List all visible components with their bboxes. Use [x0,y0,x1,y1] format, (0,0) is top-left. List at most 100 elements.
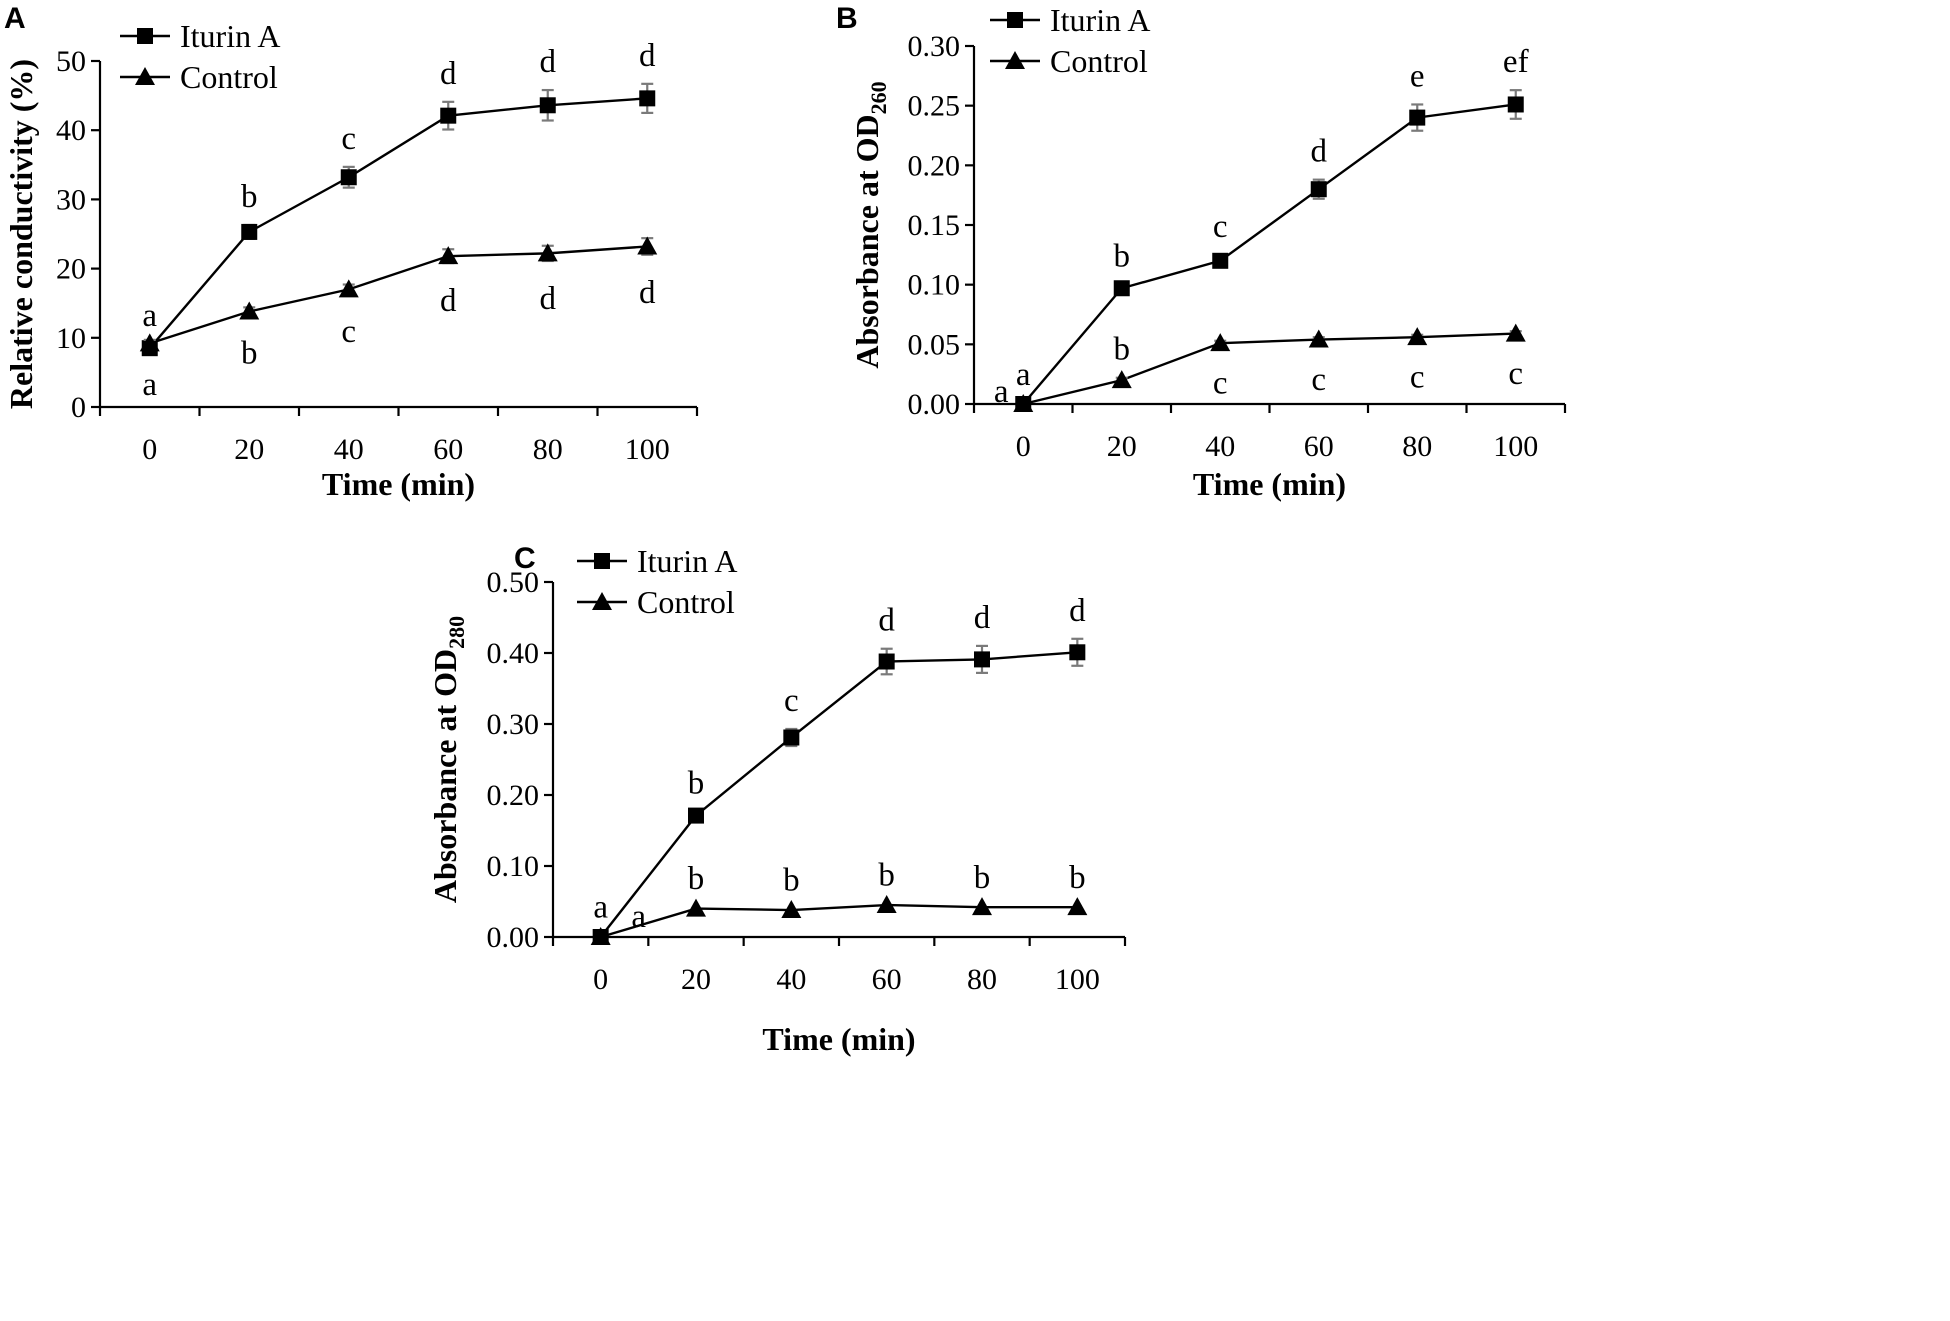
x-tick-label: 40 [1205,430,1235,463]
data-point [972,897,992,916]
legend-square-icon [594,553,610,569]
series-line [148,97,648,349]
significance-label: b [688,861,705,897]
y-axis-title: Absorbance at OD280 [427,616,469,903]
x-tick-label: 80 [967,963,997,996]
x-axis-title: Time (min) [762,1021,915,1057]
y-tick-label: 0.15 [908,209,961,242]
series-line [149,245,648,345]
significance-label: d [440,283,457,319]
y-axis-title-subscript: 280 [444,616,469,649]
x-tick-label: 20 [234,433,264,466]
y-tick-label: 0.20 [487,779,540,812]
y-tick-label: 50 [56,45,86,78]
legend: Iturin A Control [577,543,737,620]
y-tick-label: 0.50 [487,566,540,599]
significance-label: b [241,336,258,372]
x-tick-label: 100 [1055,963,1100,996]
legend-label: Iturin A [1050,2,1150,38]
x-axis-title: Time (min) [322,466,475,502]
data-point [1067,897,1088,916]
legend-label: Control [1050,43,1148,79]
data-point [1407,327,1428,346]
significance-label: b [1114,239,1131,275]
significance-label: c [1410,360,1425,396]
series-iturin-a: a b c d d d [141,38,656,357]
x-tick-label: 80 [1402,430,1432,463]
y-tick-label: 40 [56,114,86,147]
significance-label: d [974,600,991,636]
significance-label: c [784,683,799,719]
y-tick-label: 0.05 [908,328,961,361]
data-point [1308,329,1329,348]
data-point [537,243,558,262]
chart-panel-b: B 0.00 0.05 0.10 0.15 0.20 0.25 0.30 0 20 40 60 80 10… [836,2,1567,502]
legend-square-icon [1007,12,1023,28]
data-point [239,301,260,320]
legend-triangle-icon [1005,51,1025,69]
series-line [600,903,1078,939]
data-point [688,807,704,824]
significance-label: d [1069,593,1086,629]
y-tick-label: 0.10 [908,269,961,302]
data-point [1409,109,1426,126]
series-line [1022,103,1516,405]
y-tick-label: 0.00 [908,388,961,421]
legend: Iturin A Control [990,2,1150,79]
panel-label-a: A [4,2,26,35]
data-point [1505,323,1526,342]
data-point [241,223,258,240]
significance-label: d [440,56,457,92]
x-tick-label: 20 [1107,430,1137,463]
series-line [1022,332,1516,406]
legend-label: Iturin A [180,18,280,54]
legend-label: Control [180,59,278,95]
x-axis-title: Time (min) [1193,466,1346,502]
data-point [781,900,802,919]
data-point [1013,394,1034,412]
y-tick-label: 10 [56,322,86,355]
significance-label: a [631,899,646,935]
series-iturin-a: a b c d d d [592,593,1086,945]
y-tick-label: 0.30 [487,708,540,741]
x-tick-label: 100 [625,433,670,466]
data-point [1111,370,1132,389]
legend-triangle-icon [592,592,612,610]
significance-label: c [1213,209,1228,245]
data-point [878,653,895,670]
data-point [876,895,897,914]
data-point [1113,280,1130,297]
y-tick-label: 0.25 [908,90,961,123]
series-control: a b c c c c [994,323,1526,412]
legend: Iturin A Control [120,18,280,95]
significance-label: a [142,298,157,334]
data-point [1212,252,1229,269]
data-point [1210,333,1231,352]
data-point [637,236,658,255]
significance-label: ef [1503,44,1529,80]
series-control: a b c d d d [139,236,658,403]
x-tick-label: 60 [433,433,463,466]
y-tick-label: 0.40 [487,637,540,670]
significance-label: b [688,765,705,801]
significance-label: b [1114,332,1131,368]
significance-label: c [1508,356,1523,392]
panel-label-c: C [514,542,536,575]
significance-label: a [994,374,1009,410]
data-point [686,898,706,917]
significance-label: d [639,38,656,74]
significance-label: a [1016,357,1031,393]
x-tick-label: 0 [1016,430,1031,463]
significance-label: a [142,367,157,403]
series-line [599,651,1078,938]
significance-label: b [974,860,991,896]
y-tick-label: 30 [56,183,86,216]
data-point [1507,96,1524,113]
significance-label: d [1311,134,1328,170]
series-iturin-a: a b c d e ef [1015,44,1529,412]
x-tick-label: 40 [334,433,364,466]
y-tick-label: 20 [56,253,86,286]
legend-label: Control [637,584,735,620]
